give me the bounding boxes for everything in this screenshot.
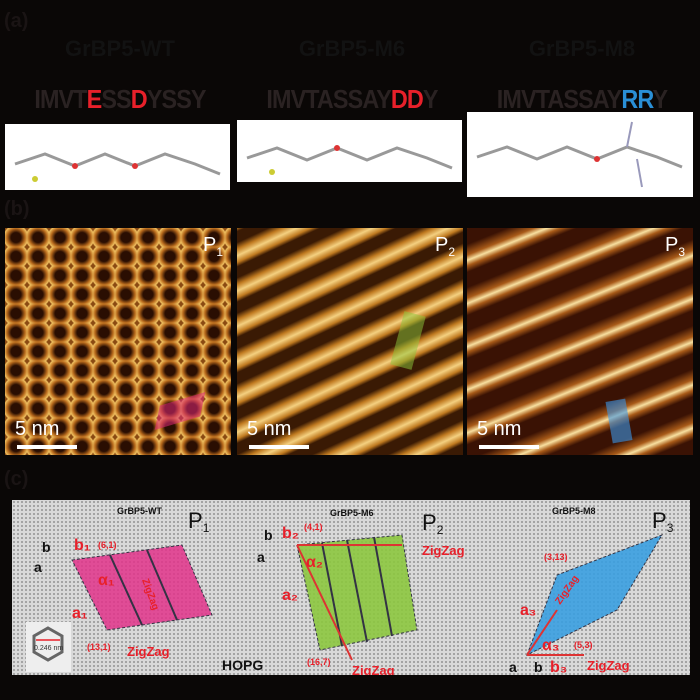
- scale-bar-p3: [479, 445, 539, 449]
- peptide-name-m8: GrBP5-M8: [528, 36, 636, 61]
- vector-p2-1: (4,1): [304, 522, 323, 532]
- phase-label-p2: P2: [434, 234, 455, 259]
- sequence-segment: YSSY: [146, 84, 207, 114]
- vector-p1-1: (6,1): [98, 540, 117, 550]
- panel-label-c: (c): [4, 468, 29, 490]
- unit-cell-p3: [605, 398, 633, 444]
- sequence-segment: IMVTASSAY: [266, 84, 391, 114]
- axis-b-p1: b: [42, 539, 51, 555]
- panel-c-phase-p2: P2: [422, 510, 444, 537]
- label-alpha2: α₂: [306, 554, 323, 571]
- unit-cell-p2: [390, 311, 426, 370]
- peptide-name-m6: GrBP5-M6: [298, 36, 406, 61]
- label-alpha1: α₁: [98, 572, 115, 589]
- scale-bar-p2: [249, 445, 309, 449]
- lattice-p2: [296, 534, 418, 661]
- zigzag-p1: ZigZag: [127, 644, 170, 659]
- sequence-segment: RR: [621, 84, 653, 114]
- stm-image-p2: P2 5 nm: [237, 228, 463, 455]
- scale-bar-p1: [17, 445, 77, 449]
- axis-b-p3: b: [534, 659, 543, 675]
- sequence-segment: Y: [652, 84, 668, 114]
- sequence-segment: DD: [390, 84, 424, 114]
- sequence-segment: IMVT: [34, 84, 87, 114]
- scale-label-p2: 5 nm: [247, 418, 292, 440]
- panel-c-title-wt: GrBP5-WT: [117, 506, 163, 516]
- scale-label-p1: 5 nm: [15, 418, 60, 440]
- panel-c-title-m8: GrBP5-M8: [552, 506, 596, 516]
- molecule-structure-m8: [467, 112, 693, 197]
- unit-cell-p1: [154, 391, 206, 431]
- label-b3: b₃: [550, 659, 567, 675]
- panel-label-b: (b): [4, 198, 30, 220]
- vector-p3-2: (5,3): [574, 640, 593, 650]
- sequence-wt: IMVTESSDYSSY: [17, 84, 224, 115]
- panel-c-phase-p3: P3: [652, 508, 674, 535]
- panel-label-a: (a): [4, 10, 29, 32]
- stm-image-p1: P1 5 nm: [5, 228, 231, 455]
- zigzag-p3: ZigZag: [587, 658, 630, 673]
- lattice-constant-label: 0.246 nm: [34, 645, 63, 652]
- axis-a-p3: a: [509, 659, 517, 675]
- zigzag-p2-diagonal: ZigZag: [352, 663, 395, 675]
- panel-c-phase-p1: P1: [188, 508, 210, 535]
- zigzag-p2: ZigZag: [422, 543, 465, 558]
- axis-b-p2: b: [264, 527, 273, 543]
- sequence-segment: D: [130, 84, 148, 114]
- sequence-segment: E: [86, 84, 103, 114]
- label-a2: a₂: [282, 587, 298, 604]
- molecule-structure-wt: [5, 124, 230, 190]
- label-a1: a₁: [72, 605, 88, 622]
- label-a3: a₃: [520, 602, 536, 619]
- hopg-model-panel: GrBP5-WT GrBP5-M6 GrBP5-M8 P1 P2 P3 HOPG…: [12, 500, 690, 675]
- graphene-hexagon-inset: 0.246 nm: [26, 622, 71, 672]
- lattice-p3: [526, 534, 664, 657]
- sequence-segment: SS: [101, 84, 131, 114]
- stm-image-p3: P3 5 nm: [467, 228, 693, 455]
- hopg-label: HOPG: [222, 657, 263, 673]
- sequence-m6: IMVTASSAYDDY: [249, 84, 456, 115]
- sequence-segment: IMVTASSAY: [496, 84, 622, 114]
- vector-p3-1: (3,13): [544, 552, 568, 562]
- label-alpha3: α₃: [542, 637, 559, 654]
- axis-a-p2: a: [257, 549, 265, 565]
- lattice-p1: [71, 544, 213, 631]
- phase-label-p3: P3: [664, 234, 685, 259]
- vector-p2-2: (16,7): [307, 657, 331, 667]
- peptide-name-wt: GrBP5-WT: [65, 36, 175, 61]
- vector-p1-2: (13,1): [87, 642, 111, 652]
- molecule-structure-m6: [237, 120, 462, 182]
- phase-label-p1: P1: [202, 234, 223, 259]
- scale-label-p3: 5 nm: [477, 418, 522, 440]
- axis-a-p1: a: [34, 559, 42, 575]
- label-b2: b₂: [282, 525, 299, 542]
- sequence-segment: Y: [422, 84, 439, 114]
- panel-c-title-m6: GrBP5-M6: [330, 508, 374, 518]
- label-b1: b₁: [74, 537, 91, 554]
- sequence-m8: IMVTASSAYRRY: [479, 84, 686, 115]
